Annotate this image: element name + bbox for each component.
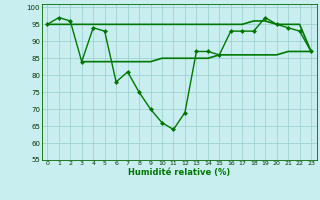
X-axis label: Humidité relative (%): Humidité relative (%) — [128, 168, 230, 177]
